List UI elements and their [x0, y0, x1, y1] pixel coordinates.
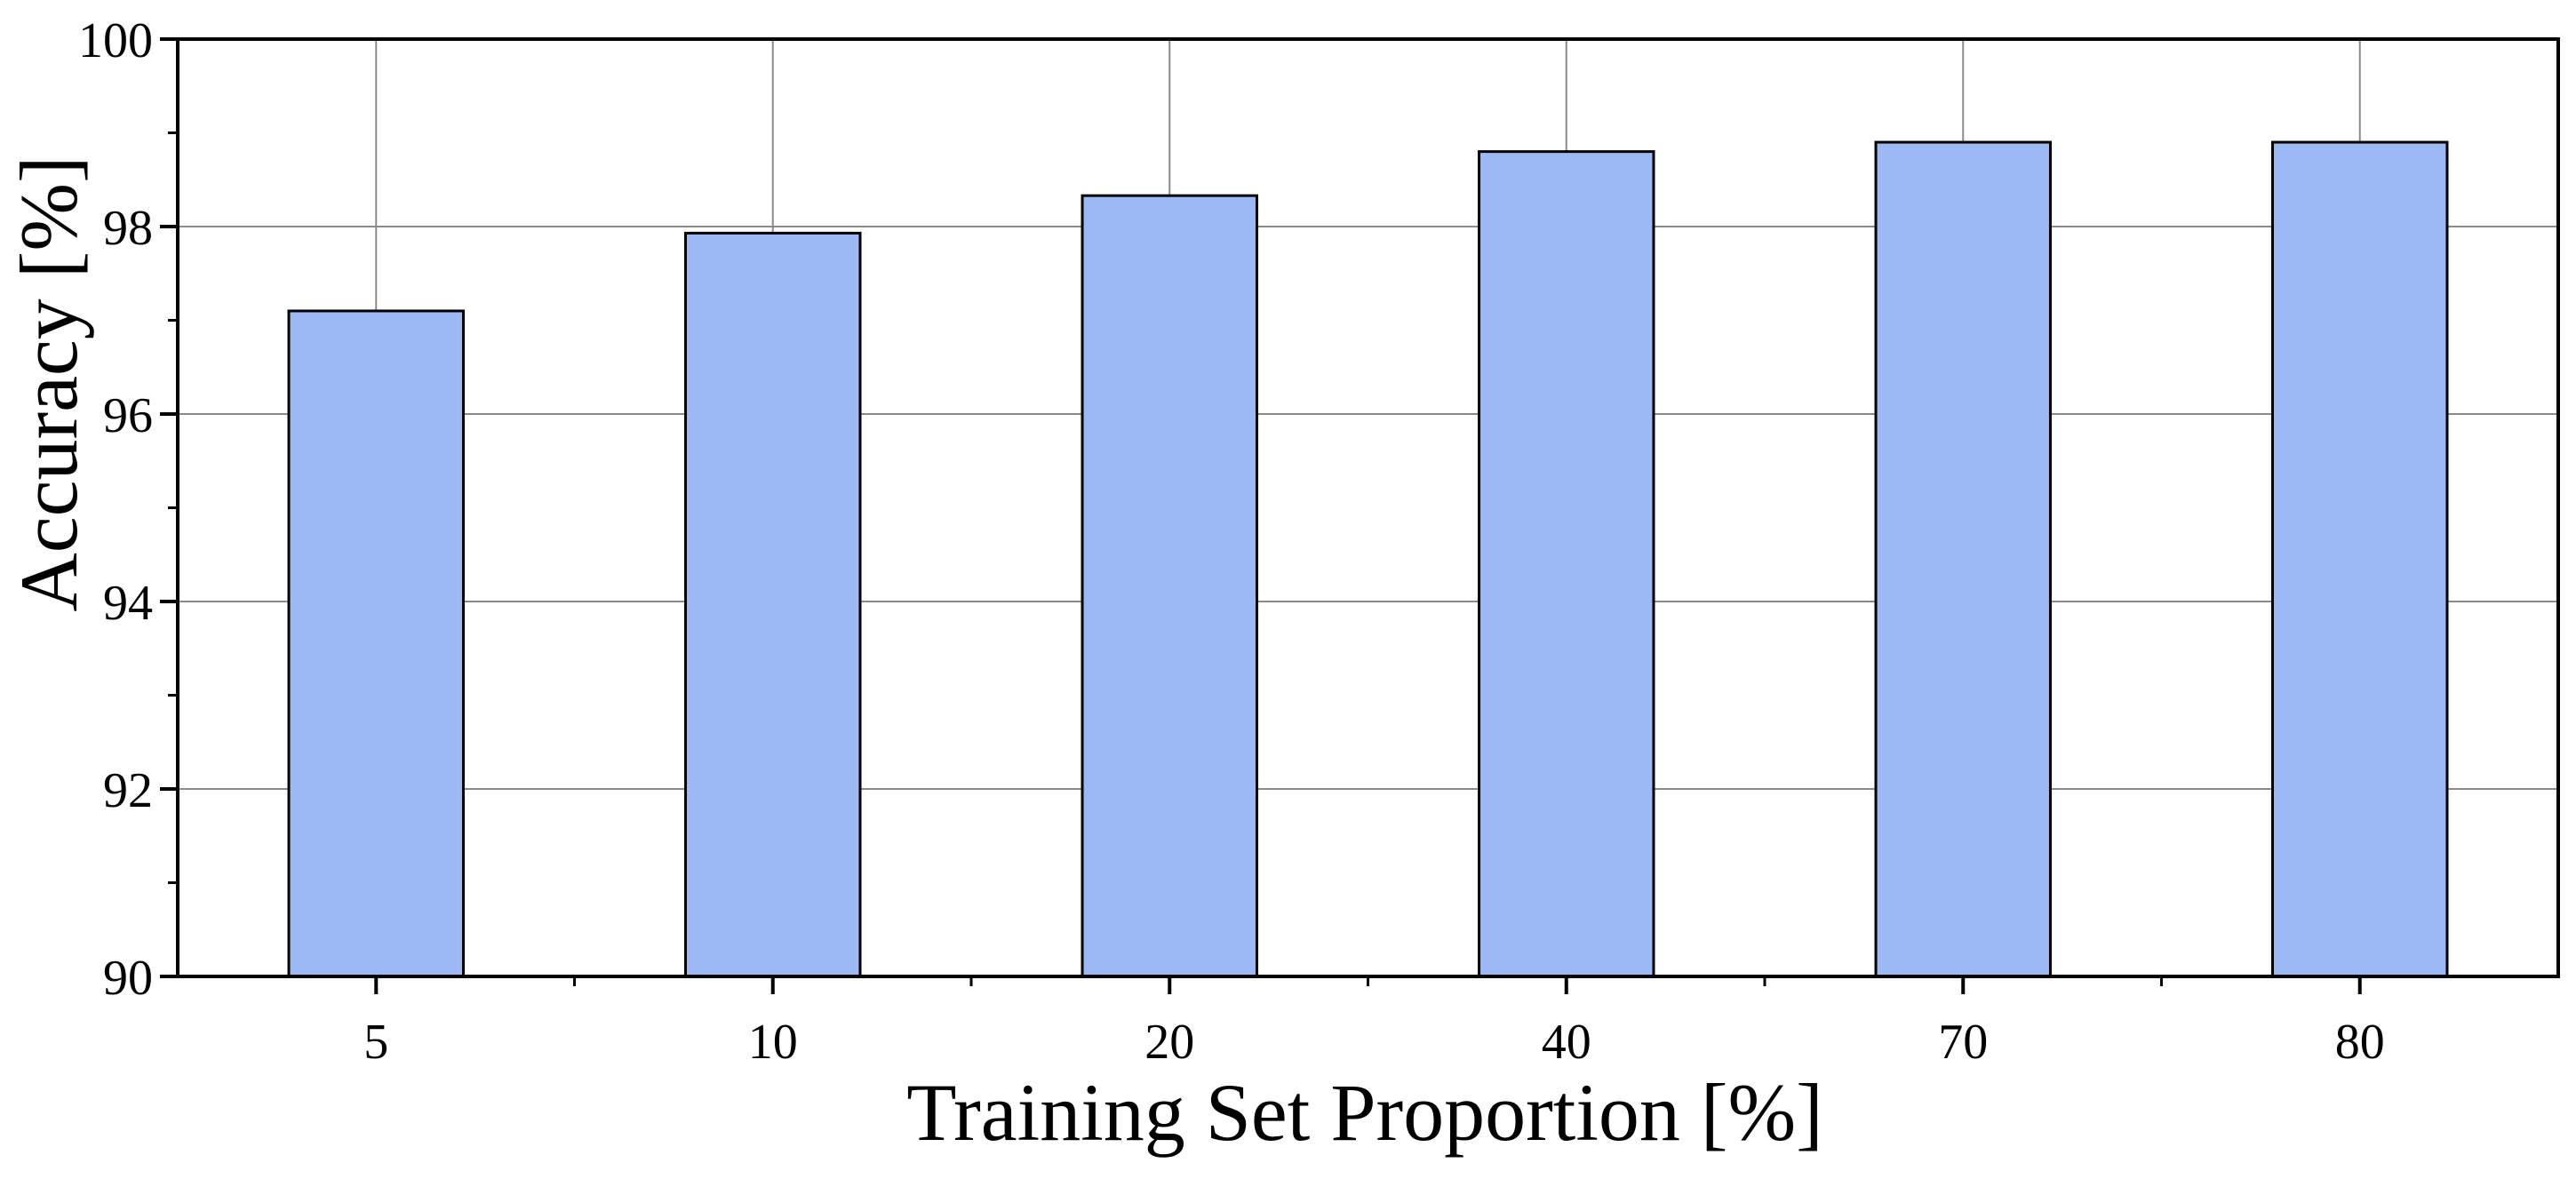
x-tick-label: 70	[1938, 1015, 1988, 1070]
plot-frame	[176, 37, 2560, 978]
y-tick-label: 94	[103, 576, 153, 631]
y-tick-label: 92	[103, 763, 153, 818]
x-tick-label: 40	[1542, 1015, 1591, 1070]
bar-10	[684, 231, 862, 978]
x-axis-title: Training Set Proportion [%]	[906, 1067, 1823, 1158]
x-tick-label: 5	[363, 1015, 388, 1070]
y-tick-label: 90	[103, 951, 153, 1006]
x-tick-label: 20	[1144, 1015, 1194, 1070]
bar-80	[2271, 140, 2449, 978]
y-axis-title: Accuracy [%]	[4, 155, 94, 611]
bar-20	[1081, 194, 1258, 978]
x-tick-label: 80	[2335, 1015, 2385, 1070]
axes	[160, 37, 2560, 994]
bar-5	[287, 309, 465, 978]
x-tick-label: 10	[748, 1015, 798, 1070]
y-tick-label: 100	[78, 13, 153, 68]
y-tick-label: 98	[103, 201, 153, 256]
bars	[287, 140, 2449, 978]
bar-70	[1874, 140, 2052, 978]
bar-40	[1478, 150, 1655, 978]
y-tick-label: 96	[103, 388, 153, 443]
tick-labels: 90 92 94 96 98 100 5 10 20 40 70 80	[78, 13, 2385, 1070]
gridlines	[178, 39, 2558, 976]
